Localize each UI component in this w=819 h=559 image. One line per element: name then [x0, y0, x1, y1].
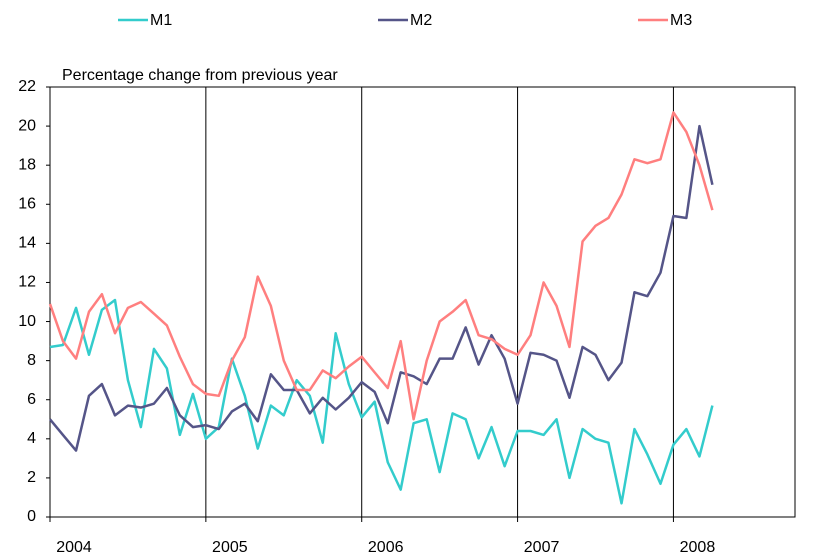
legend-label: M1	[150, 12, 172, 29]
x-tick-label: 2005	[212, 539, 248, 556]
y-tick-label: 4	[27, 430, 36, 447]
series-line	[48, 111, 714, 421]
x-tick-label: 2007	[524, 539, 560, 556]
x-tick-label: 2004	[56, 539, 92, 556]
y-tick-label: 18	[18, 156, 36, 173]
annotation: Percentage change from previous year	[62, 67, 338, 84]
y-tick-label: 14	[18, 235, 36, 252]
plot-frame	[49, 86, 796, 518]
legend-label: M2	[410, 12, 432, 29]
legend-label: M3	[670, 12, 692, 29]
y-tick-label: 6	[27, 391, 36, 408]
series-line	[49, 124, 714, 452]
x-tick-label: 2006	[368, 539, 404, 556]
y-tick-label: 2	[27, 469, 36, 486]
y-tick-label: 10	[18, 313, 36, 330]
y-tick-label: 0	[27, 508, 36, 525]
series-line	[49, 298, 714, 505]
x-tick-label: 2008	[680, 539, 716, 556]
y-tick-label: 12	[18, 274, 36, 291]
y-tick-label: 16	[18, 195, 36, 212]
y-tick-label: 22	[18, 78, 36, 95]
y-tick-label: 20	[18, 117, 36, 134]
y-tick-label: 8	[27, 352, 36, 369]
